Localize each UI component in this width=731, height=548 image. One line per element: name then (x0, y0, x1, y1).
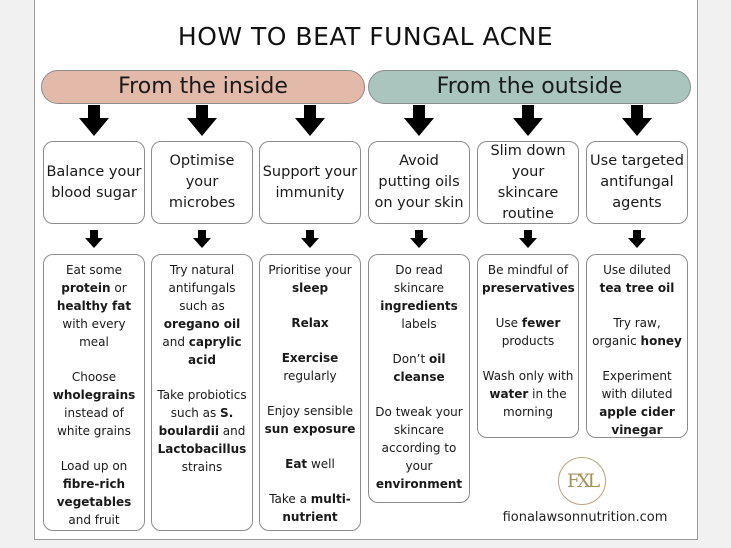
tip-highlight: apple cider vinegar (599, 405, 675, 437)
tips-box: Prioritise your sleep Relax Exercise regul… (259, 254, 361, 531)
tips-box: Try natural antifungals such as oregano … (151, 254, 253, 531)
strategy-heading-box: Slim down your skincare routine (477, 141, 579, 224)
tip-text: Try natural antifungals such as (168, 263, 236, 313)
tip-text: Take a (269, 492, 311, 506)
tip: Choose wholegrains instead of white grai… (48, 368, 140, 440)
tips-box: Eat some protein or healthy fat with eve… (43, 254, 145, 531)
tip: Experiment with diluted apple cider vine… (591, 367, 683, 439)
tip: Be mindful of preservatives (482, 261, 575, 297)
tip-highlight: healthy fat (56, 299, 132, 313)
tip-text: or (110, 281, 127, 295)
tip: Exercise regularly (264, 349, 356, 385)
tip-text: Eat some (65, 263, 123, 277)
strategy-heading-box: Optimise your microbes (151, 141, 253, 224)
tip: Eat well (264, 455, 356, 473)
tip: Prioritise your sleep (264, 261, 356, 297)
tip-text: and (162, 335, 189, 349)
tips-box: Do read skincare ingredients labels Don’t… (368, 254, 470, 503)
tip: Use fewer products (482, 314, 574, 350)
tip-highlight: wholegrains (52, 388, 136, 402)
tip-highlight: fibre-rich vegetables (56, 477, 132, 509)
tip-text: with every meal (62, 317, 126, 349)
tip-text: and (218, 424, 246, 438)
tip-text: Try raw, organic (592, 316, 661, 348)
tip-text: Choose (71, 370, 117, 384)
tip-text: labels (401, 317, 437, 331)
tip-highlight: ingredients (380, 299, 458, 313)
tip-text: Take probiotics such as (157, 388, 247, 420)
tip-text: regularly (283, 369, 337, 383)
fxl-logo: FXL (558, 457, 606, 505)
tip-highlight: Eat (285, 457, 308, 471)
tip-text: products (501, 334, 555, 348)
page-title: HOW TO BEAT FUNGAL ACNE (177, 22, 554, 51)
tip-highlight: oregano oil (163, 317, 241, 331)
strategy-heading-box: Avoid putting oils on your skin (368, 141, 470, 224)
tip-text: Do read skincare (393, 263, 445, 295)
tip-highlight: multi-nutrient (282, 492, 351, 524)
tip-highlight: Relax (291, 316, 329, 330)
tip-highlight: Exercise (281, 351, 339, 365)
tip: Enjoy sensible sun exposure (264, 402, 356, 438)
tip-highlight: preservatives (482, 281, 575, 295)
tip-text: Don’t (392, 352, 430, 366)
tip-text: and fruit (68, 513, 120, 527)
tip-text: Be mindful of (487, 263, 569, 277)
tip: Don’t oil cleanse (373, 350, 465, 386)
tip: Do tweak your skincare according to your… (373, 403, 465, 493)
strategy-heading-box: Balance your blood sugar (43, 141, 145, 224)
tip-text: Prioritise your (268, 263, 352, 277)
tip-text: strains (181, 460, 223, 474)
strategy-heading-box: Use targeted antifungal agents (586, 141, 688, 224)
section-inside-banner: From the inside (41, 70, 365, 104)
tip-highlight: protein (61, 281, 111, 295)
tip-highlight: tea tree oil (599, 281, 675, 295)
tip-text: Use diluted (603, 263, 671, 277)
strategy-heading-box: Support your immunity (259, 141, 361, 224)
tip: Use diluted tea tree oil (591, 261, 683, 297)
tip-highlight: sun exposure (264, 422, 356, 436)
tip: Try raw, organic honey (591, 314, 683, 350)
tip-highlight: fewer (521, 316, 561, 330)
tip-highlight: S. boulardii (158, 406, 234, 438)
tip-text: Enjoy sensible (267, 404, 353, 418)
tip: Take probiotics such as S. boulardii and… (156, 386, 248, 476)
tip-highlight: honey (640, 334, 682, 348)
tip: Eat some protein or healthy fat with eve… (48, 261, 140, 351)
tip-text: Load up on (60, 459, 128, 473)
website-link[interactable]: fionalawsonnutrition.com (502, 510, 668, 525)
tip-text: instead of white grains (57, 406, 131, 438)
tip-text: Wash only with (482, 369, 574, 383)
tip-highlight: caprylic acid (188, 335, 242, 367)
tip: Do read skincare ingredients labels (373, 261, 465, 333)
tip-highlight: oil cleanse (393, 352, 446, 384)
tips-box: Be mindful of preservatives Use fewer pro… (477, 254, 579, 438)
tip-highlight: water (489, 387, 529, 401)
tip-text: Use (495, 316, 522, 330)
section-outside-banner: From the outside (368, 70, 691, 104)
tip-highlight: Lactobacillus (157, 442, 247, 456)
tip: Wash only with water in the morning (482, 367, 574, 421)
tip-text: well (307, 457, 335, 471)
tip-text: Do tweak your skincare according to your (375, 405, 463, 473)
tip-highlight: environment (375, 477, 463, 491)
tip: Load up on fibre-rich vegetables and fru… (48, 457, 140, 529)
tip-highlight: sleep (291, 281, 329, 295)
tip: Take a multi-nutrient (264, 490, 356, 526)
tip-text: in the morning (503, 387, 567, 419)
tip-text: Experiment with diluted (601, 369, 673, 401)
tips-box: Use diluted tea tree oil Try raw, organic… (586, 254, 688, 438)
tip: Relax (264, 314, 356, 332)
tip: Try natural antifungals such as oregano … (156, 261, 248, 369)
